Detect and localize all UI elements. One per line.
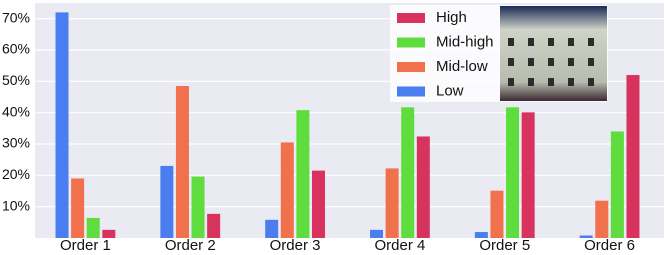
bar xyxy=(207,213,221,238)
bar xyxy=(610,131,624,238)
bar xyxy=(296,110,310,238)
y-tick-label: 60% xyxy=(2,41,30,57)
bar xyxy=(160,165,174,238)
x-tick-label: Order 2 xyxy=(165,237,216,254)
bar xyxy=(55,12,69,239)
bar xyxy=(506,107,520,238)
bars xyxy=(55,12,640,239)
y-tick-label: 40% xyxy=(2,103,30,119)
bar xyxy=(579,235,593,238)
bar xyxy=(416,136,430,238)
y-tick-label: 50% xyxy=(2,72,30,88)
bar xyxy=(490,190,504,238)
y-tick-label: 20% xyxy=(2,166,30,182)
legend-label: Mid-low xyxy=(436,58,488,75)
y-tick-label: 10% xyxy=(2,197,30,213)
legend-image xyxy=(500,6,607,101)
bar xyxy=(595,200,609,238)
legend-swatch xyxy=(397,86,425,97)
legend-label: Mid-high xyxy=(436,33,494,50)
bar xyxy=(626,75,640,238)
bar xyxy=(474,232,488,238)
bar xyxy=(175,86,189,239)
x-tick-label: Order 3 xyxy=(270,237,321,254)
legend: High Mid-high Mid-low Low xyxy=(390,5,608,102)
legend-image-windows xyxy=(508,38,594,86)
legend-swatch xyxy=(397,62,425,72)
bar xyxy=(401,107,415,238)
bar xyxy=(86,217,100,238)
legend-label: High xyxy=(436,9,467,26)
y-tick-label: 70% xyxy=(2,9,30,25)
bar xyxy=(280,142,294,238)
bar xyxy=(521,112,535,238)
bar xyxy=(311,170,325,238)
bar xyxy=(385,168,399,238)
legend-swatch xyxy=(397,37,425,48)
y-tick-label: 30% xyxy=(2,135,30,151)
legend-label: Low xyxy=(436,82,464,99)
bar xyxy=(191,176,205,238)
bar xyxy=(71,178,85,238)
legend-swatch xyxy=(397,13,425,23)
x-tick-label: Order 1 xyxy=(60,237,111,254)
x-tick-label: Order 5 xyxy=(479,237,530,254)
x-tick-label: Order 6 xyxy=(584,237,635,254)
x-tick-label: Order 4 xyxy=(374,237,425,254)
bar xyxy=(265,219,279,238)
bar xyxy=(102,229,116,238)
bar xyxy=(370,229,384,238)
